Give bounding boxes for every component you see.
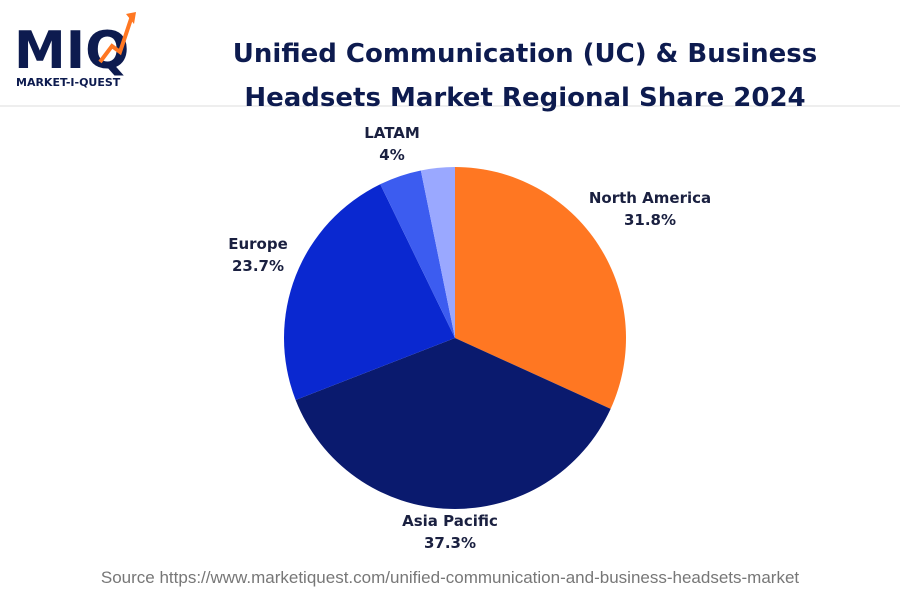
logo-arrowhead xyxy=(126,12,136,24)
slice-label: Europe xyxy=(228,235,288,253)
pie: North America 31.8% Asia Pacific 37.3% Europ… xyxy=(228,124,711,552)
slice-label: Asia Pacific xyxy=(402,512,498,530)
slice-value: 37.3% xyxy=(424,534,476,552)
pie-slice xyxy=(420,167,455,338)
slice-label: LATAM xyxy=(364,124,420,142)
slice-value: 23.7% xyxy=(232,257,284,275)
logo-mark: MIQ xyxy=(14,21,129,81)
pie-slice xyxy=(455,167,626,409)
slice-value: 31.8% xyxy=(624,211,676,229)
slice-label: North America xyxy=(589,189,711,207)
source: Source https://www.marketiquest.com/unif… xyxy=(100,568,800,587)
logo-name: MARKET-I-QUEST xyxy=(16,76,121,89)
chart-title: Unified Communication (UC) & Business He… xyxy=(232,39,818,113)
pie-slice xyxy=(284,184,455,400)
pie-slice xyxy=(295,338,611,510)
pie-slice xyxy=(380,170,455,338)
slice-value: 4% xyxy=(379,146,404,164)
logo-arrow xyxy=(98,15,134,64)
